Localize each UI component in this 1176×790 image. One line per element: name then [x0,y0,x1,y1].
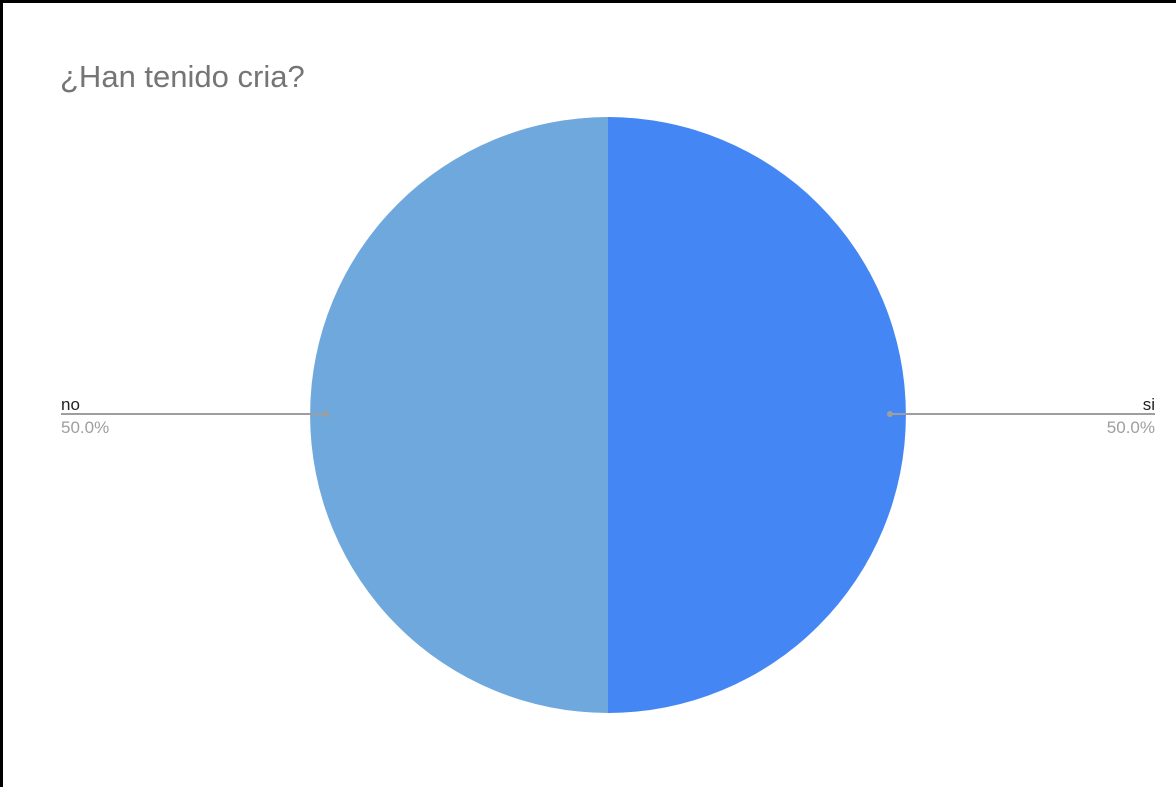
slice-name-label: si [1143,395,1155,414]
slice-label-no: no 50.0% [61,395,329,437]
leader-dot [323,411,329,417]
pie-slice-no[interactable] [310,117,608,713]
slice-percent-label: 50.0% [1107,418,1155,437]
slice-percent-label: 50.0% [61,418,109,437]
slice-name-label: no [61,395,80,414]
pie-slice-si[interactable] [608,117,906,713]
leader-dot [887,411,893,417]
chart-title: ¿Han tenido cria? [60,59,305,94]
pie-chart: si 50.0% no 50.0% [61,117,1155,713]
slice-label-si: si 50.0% [887,395,1155,437]
